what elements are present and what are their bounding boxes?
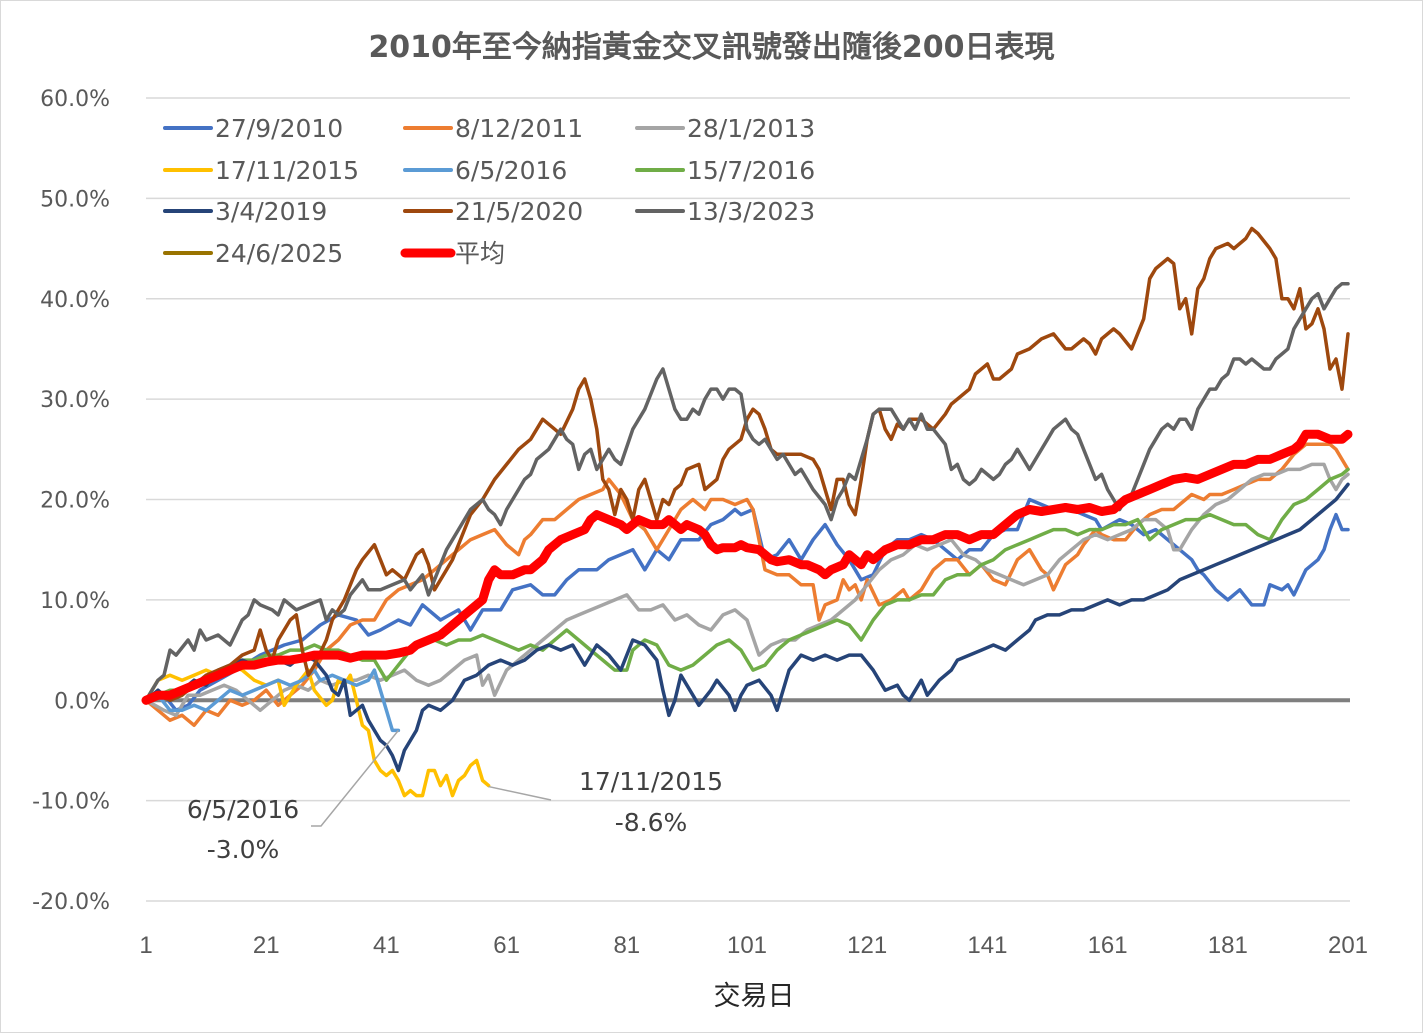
legend-label: 17/11/2015 [215,156,359,185]
y-tick-label: 20.0% [40,489,110,514]
legend-item: 6/5/2016 [403,156,567,185]
x-axis-ticks: 1 21 41 61 81 101 121 141 161 181 201 [139,932,1368,959]
legend-label: 27/9/2010 [215,114,343,143]
annotation-leader-17-11-2015 [488,785,552,801]
legend-label: 21/5/2020 [455,197,583,226]
x-tick-label: 181 [1208,932,1248,959]
legend-item: 8/12/2011 [403,114,583,143]
series-line-- [141,429,1353,705]
series-line-6-5-2016 [144,668,401,733]
series-line-27-9-2010 [144,497,1350,713]
x-tick-label: 201 [1328,932,1368,959]
annotation-value-6-5-2016: -3.0% [207,835,280,864]
legend-label: 24/6/2025 [215,239,343,268]
series-line-13-3-2023 [144,281,1350,703]
y-tick-label: 30.0% [40,388,110,413]
chart-title: 2010年至今納指黃金交叉訊號發出隨後200日表現 [368,30,1055,65]
legend-label: 6/5/2016 [455,156,567,185]
y-tick-label: 60.0% [40,87,110,112]
legend-label: 28/1/2013 [687,114,815,143]
x-tick-label: 21 [253,932,280,959]
series-line-3-4-2019 [144,482,1350,773]
x-tick-label: 161 [1088,932,1128,959]
legend: 27/9/2010 8/12/2011 28/1/2013 17/11/2015 6/5… [163,114,815,268]
series-lines [141,226,1353,798]
legend-label: 15/7/2016 [687,156,815,185]
legend-label: 8/12/2011 [455,114,583,143]
y-tick-label: -10.0% [32,790,110,815]
x-tick-label: 41 [373,932,400,959]
legend-item: 15/7/2016 [635,156,815,185]
x-tick-label: 81 [613,932,640,959]
y-axis-ticks: 60.0% 50.0% 40.0% 30.0% 20.0% 10.0% 0.0% -10.0%… [32,87,110,915]
series-line-21-5-2020 [144,226,1350,703]
annotation-leader-6-5-2016 [311,729,400,827]
y-tick-label: 0.0% [54,689,110,714]
annotations: 6/5/2016 -3.0% 17/11/2015 -8.6% [187,729,723,864]
series-line-15-7-2016 [144,467,1350,703]
legend-item: 21/5/2020 [403,197,583,226]
annotation-value-17-11-2015: -8.6% [615,808,688,837]
y-tick-label: 50.0% [40,187,110,212]
legend-item: 24/6/2025 [163,239,343,268]
y-tick-label: 40.0% [40,288,110,313]
x-tick-label: 1 [139,932,152,959]
legend-item: 3/4/2019 [163,197,327,226]
legend-item: 13/3/2023 [635,197,815,226]
annotation-label-6-5-2016: 6/5/2016 [187,795,299,824]
y-tick-label: -20.0% [32,890,110,915]
x-tick-label: 141 [967,932,1007,959]
legend-item: 28/1/2013 [635,114,815,143]
y-tick-label: 10.0% [40,589,110,614]
legend-label: 13/3/2023 [687,197,815,226]
x-tick-label: 121 [847,932,887,959]
annotation-label-17-11-2015: 17/11/2015 [579,767,723,796]
legend-item: 27/9/2010 [163,114,343,143]
series-line-28-1-2013 [144,462,1350,718]
series-line-8-12-2011 [144,442,1350,728]
x-axis-label: 交易日 [714,981,795,1012]
x-tick-label: 101 [727,932,767,959]
legend-item: 17/11/2015 [163,156,359,185]
legend-label: 平均 [455,239,505,268]
legend-label: 3/4/2019 [215,197,327,226]
x-tick-label: 61 [493,932,520,959]
legend-item: 平均 [400,239,505,268]
